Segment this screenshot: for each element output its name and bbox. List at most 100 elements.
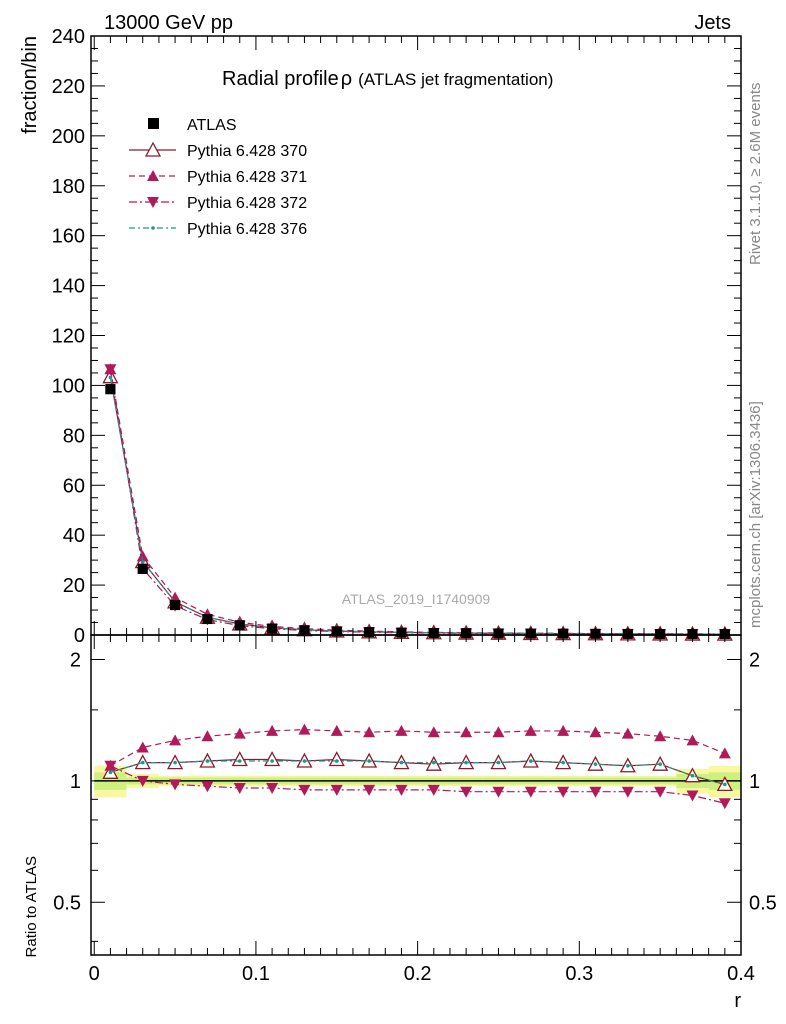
series-point-ratio bbox=[431, 760, 436, 765]
series-point-ratio bbox=[264, 751, 281, 767]
atlas-data-point-top bbox=[234, 620, 245, 631]
ytick-label-ratio: 1 bbox=[70, 771, 81, 793]
series-point-ratio bbox=[654, 730, 667, 742]
series-point-ratio bbox=[464, 760, 468, 765]
ratio-frame bbox=[90, 634, 742, 956]
xtick-label: 0 bbox=[89, 963, 100, 985]
header-process-label: Jets bbox=[694, 12, 731, 34]
series-point-ratio bbox=[723, 782, 727, 787]
series-line-ratio bbox=[110, 765, 725, 804]
legend-marker bbox=[147, 197, 159, 208]
series-point-ratio bbox=[328, 751, 345, 767]
series-point-ratio bbox=[233, 783, 246, 795]
ytick-label-top: 60 bbox=[63, 475, 85, 497]
series-point-ratio bbox=[427, 784, 440, 796]
plot-title-main: Radial profile bbox=[222, 68, 339, 90]
ytick-label-top: 220 bbox=[52, 76, 85, 98]
ylabel-bottom: Ratio to ATLAS bbox=[23, 856, 40, 957]
series-point-ratio bbox=[233, 727, 246, 739]
ytick-label-ratio: 2 bbox=[70, 649, 81, 671]
xtick-label: 0.1 bbox=[242, 963, 270, 985]
series-point-ratio bbox=[460, 726, 473, 738]
series-point-ratio bbox=[529, 759, 533, 763]
ytick-label-ratio: 0.5 bbox=[53, 892, 81, 914]
ytick-label-top: 0 bbox=[74, 625, 85, 647]
series-point-main bbox=[136, 550, 149, 562]
series-point-ratio bbox=[557, 724, 570, 736]
ytick-label-ratio-right: 1 bbox=[749, 771, 760, 793]
series-point-main bbox=[169, 591, 182, 603]
ylabel-top: fraction/bin bbox=[19, 36, 41, 134]
series-point-ratio bbox=[298, 723, 311, 735]
series-point-ratio bbox=[427, 726, 440, 738]
legend-marker bbox=[151, 226, 155, 230]
series-point-ratio bbox=[557, 786, 570, 798]
series-point-ratio bbox=[104, 760, 117, 772]
series-point-ratio bbox=[718, 747, 731, 759]
series-point-ratio bbox=[363, 726, 376, 738]
series-point-ratio bbox=[690, 773, 695, 778]
series-point-ratio bbox=[621, 727, 634, 739]
legend: ATLAS Pythia 6.428 370 Pythia 6.428 371 Pyt… bbox=[129, 117, 307, 238]
series-point-ratio bbox=[395, 724, 408, 736]
series-point-ratio bbox=[492, 786, 505, 798]
series-point-ratio bbox=[266, 724, 279, 736]
legend-label: Pythia 6.428 370 bbox=[187, 143, 307, 160]
mcplots-label: mcplots.cern.ch [arXiv:1306.3436] bbox=[747, 401, 764, 628]
series-point-ratio bbox=[201, 781, 214, 793]
series-point-ratio bbox=[367, 759, 371, 763]
legend-label: Pythia 6.428 376 bbox=[187, 221, 307, 238]
series-point-ratio bbox=[237, 759, 242, 763]
series-point-ratio bbox=[270, 759, 274, 763]
xlabel: r bbox=[734, 990, 741, 1012]
xtick-label: 0.2 bbox=[404, 963, 432, 985]
header-collision-label: 13000 GeV pp bbox=[104, 12, 233, 34]
analysis-watermark: ATLAS_2019_I1740909 bbox=[342, 591, 491, 607]
series-point-ratio bbox=[363, 784, 376, 796]
ytick-label-top: 100 bbox=[52, 375, 85, 397]
atlas-data-point-top bbox=[137, 563, 148, 574]
series-point-ratio bbox=[686, 790, 699, 802]
ratio-uncertainty-bands bbox=[94, 765, 741, 798]
ratio-plot-area bbox=[102, 723, 733, 810]
series-point-ratio bbox=[169, 779, 182, 791]
xtick-label: 0.4 bbox=[727, 963, 755, 985]
ytick-label-top: 120 bbox=[52, 326, 85, 348]
ytick-label-top: 240 bbox=[52, 26, 85, 48]
series-point-ratio bbox=[589, 786, 602, 798]
series-point-ratio bbox=[496, 760, 501, 765]
series-point-ratio bbox=[589, 726, 602, 738]
xtick-label: 0.3 bbox=[565, 963, 593, 985]
series-point-ratio bbox=[302, 759, 307, 763]
ytick-label-top: 20 bbox=[63, 575, 85, 597]
plot-title: Radial profile ρ (ATLAS jet fragmentation) bbox=[222, 68, 553, 90]
ytick-label-top: 160 bbox=[52, 226, 85, 248]
ytick-label-top: 40 bbox=[63, 525, 85, 547]
series-point-main bbox=[108, 375, 113, 380]
series-point-ratio bbox=[524, 786, 537, 798]
rivet-label: Rivet 3.1.10, ≥ 2.6M events bbox=[747, 83, 764, 266]
series-point-ratio bbox=[136, 741, 149, 753]
series-point-ratio bbox=[173, 760, 177, 765]
legend-marker bbox=[147, 170, 159, 181]
atlas-data-point-top bbox=[170, 600, 181, 611]
series-point-ratio bbox=[621, 786, 634, 798]
ytick-label-ratio-right: 2 bbox=[749, 649, 760, 671]
series-point-main bbox=[140, 560, 145, 564]
series-point-ratio bbox=[654, 786, 667, 798]
atlas-data-point-top bbox=[105, 384, 116, 395]
ytick-label-top: 180 bbox=[52, 176, 85, 198]
series-point-ratio bbox=[136, 775, 149, 787]
series-line-ratio bbox=[110, 760, 725, 785]
legend-marker-atlas bbox=[148, 118, 159, 129]
ytick-label-top: 80 bbox=[63, 425, 85, 447]
series-point-ratio bbox=[524, 724, 537, 736]
legend-label: Pythia 6.428 371 bbox=[187, 169, 307, 186]
legend-label: Pythia 6.428 372 bbox=[187, 195, 307, 212]
plot-title-sub: (ATLAS jet fragmentation) bbox=[358, 70, 553, 89]
series-point-ratio bbox=[561, 760, 565, 765]
series-point-ratio bbox=[334, 759, 339, 763]
series-point-ratio bbox=[266, 783, 279, 795]
